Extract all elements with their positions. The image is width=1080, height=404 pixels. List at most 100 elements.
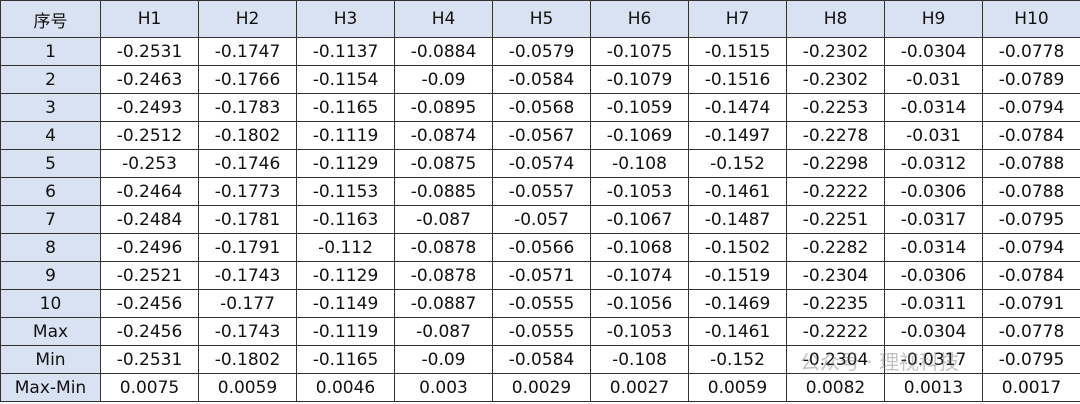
- table-cell: -0.1746: [198, 149, 297, 178]
- table-cell: -0.1137: [296, 37, 395, 66]
- table-cell: -0.1165: [296, 345, 395, 374]
- table-cell: -0.0788: [982, 177, 1080, 206]
- table-cell: -0.0795: [982, 345, 1080, 374]
- table-row: 1 -0.2531 -0.1747 -0.1137 -0.0884 -0.0579 -0.1…: [0, 37, 1080, 66]
- header-cell: H6: [590, 0, 689, 38]
- table-cell: 0.0082: [786, 373, 885, 402]
- table-cell: -0.0878: [394, 233, 493, 262]
- table-cell: -0.1153: [296, 177, 395, 206]
- header-row: 序号 H1 H2 H3 H4 H5 H6 H7 H8 H9 H10: [0, 0, 1080, 38]
- table-cell: -0.0584: [492, 345, 591, 374]
- header-cell: H3: [296, 0, 395, 38]
- table-cell: -0.2302: [786, 65, 885, 94]
- table-cell: -0.0557: [492, 177, 591, 206]
- table-cell: -0.031: [884, 65, 983, 94]
- table-cell: -0.2512: [100, 121, 199, 150]
- table-cell: 0.003: [394, 373, 493, 402]
- table-cell: -0.1743: [198, 317, 297, 346]
- table-cell: -0.1068: [590, 233, 689, 262]
- table-cell: -0.1515: [688, 37, 787, 66]
- table-cell: -0.1119: [296, 317, 395, 346]
- table-cell: -0.1502: [688, 233, 787, 262]
- table-cell: 0.0027: [590, 373, 689, 402]
- table-cell: -0.1149: [296, 289, 395, 318]
- table-cell: -0.1069: [590, 121, 689, 150]
- table-row: 8 -0.2496 -0.1791 -0.112 -0.0878 -0.0566 -0.10…: [0, 233, 1080, 262]
- table-cell: -0.1469: [688, 289, 787, 318]
- table-cell: -0.2235: [786, 289, 885, 318]
- table-cell: -0.2531: [100, 345, 199, 374]
- table-cell: 0.0059: [198, 373, 297, 402]
- table-cell: -0.2463: [100, 65, 199, 94]
- table-cell: 0.0029: [492, 373, 591, 402]
- table-cell: -0.2282: [786, 233, 885, 262]
- table-cell: -0.1461: [688, 177, 787, 206]
- table-cell: 0.0046: [296, 373, 395, 402]
- table-cell: -0.0784: [982, 261, 1080, 290]
- table-cell: -0.2253: [786, 93, 885, 122]
- header-cell: H8: [786, 0, 885, 38]
- table-cell: -0.0584: [492, 65, 591, 94]
- table-cell: -0.09: [394, 345, 493, 374]
- table-cell: -0.177: [198, 289, 297, 318]
- header-cell: H9: [884, 0, 983, 38]
- table-cell: -0.0885: [394, 177, 493, 206]
- table-cell: -0.0311: [884, 289, 983, 318]
- table-cell: -0.0304: [884, 37, 983, 66]
- table-cell: -0.1802: [198, 121, 297, 150]
- table-cell: -0.2493: [100, 93, 199, 122]
- table-cell: 0.0017: [982, 373, 1080, 402]
- table-row: Min -0.2531 -0.1802 -0.1165 -0.09 -0.0584 -0.1…: [0, 345, 1080, 374]
- table-cell: -0.253: [100, 149, 199, 178]
- table-cell: -0.0571: [492, 261, 591, 290]
- table-cell: -0.0791: [982, 289, 1080, 318]
- table-cell: -0.0579: [492, 37, 591, 66]
- table-cell: -0.1461: [688, 317, 787, 346]
- table-cell: -0.0788: [982, 149, 1080, 178]
- table-cell: -0.1059: [590, 93, 689, 122]
- table-cell: -0.1791: [198, 233, 297, 262]
- header-cell: H2: [198, 0, 297, 38]
- table-cell: -0.1474: [688, 93, 787, 122]
- table-cell: -0.1781: [198, 205, 297, 234]
- table-row: 7 -0.2484 -0.1781 -0.1163 -0.087 -0.057 -0.106…: [0, 205, 1080, 234]
- table-cell: -0.0317: [884, 345, 983, 374]
- table-cell: -0.0568: [492, 93, 591, 122]
- table-row: 4 -0.2512 -0.1802 -0.1119 -0.0874 -0.0567 -0.1…: [0, 121, 1080, 150]
- table-cell: -0.0895: [394, 93, 493, 122]
- table-cell: -0.1119: [296, 121, 395, 150]
- table-cell: -0.1074: [590, 261, 689, 290]
- table-cell: -0.2304: [786, 345, 885, 374]
- table-cell: -0.057: [492, 205, 591, 234]
- table-cell: -0.0875: [394, 149, 493, 178]
- table-cell: -0.2222: [786, 317, 885, 346]
- table-cell: 3: [0, 93, 101, 122]
- table-cell: -0.2298: [786, 149, 885, 178]
- table-cell: -0.2521: [100, 261, 199, 290]
- table-cell: -0.0878: [394, 261, 493, 290]
- table-cell: -0.0887: [394, 289, 493, 318]
- table-cell: -0.1075: [590, 37, 689, 66]
- table-cell: -0.1154: [296, 65, 395, 94]
- table-cell: -0.0314: [884, 93, 983, 122]
- table-row: 9 -0.2521 -0.1743 -0.1129 -0.0878 -0.0571 -0.1…: [0, 261, 1080, 290]
- table-cell: -0.1497: [688, 121, 787, 150]
- table-cell: -0.087: [394, 205, 493, 234]
- table-cell: 8: [0, 233, 101, 262]
- table-cell: -0.0567: [492, 121, 591, 150]
- table-cell: -0.1079: [590, 65, 689, 94]
- table-cell: -0.1056: [590, 289, 689, 318]
- table-cell: -0.1519: [688, 261, 787, 290]
- table-cell: -0.031: [884, 121, 983, 150]
- table-cell: -0.1053: [590, 177, 689, 206]
- table-cell: 2: [0, 65, 101, 94]
- table-cell: -0.2251: [786, 205, 885, 234]
- table-cell: -0.0312: [884, 149, 983, 178]
- table-cell: -0.1783: [198, 93, 297, 122]
- table-cell: 7: [0, 205, 101, 234]
- header-cell: H10: [982, 0, 1080, 38]
- table-row: 10 -0.2456 -0.177 -0.1149 -0.0887 -0.0555 -0.1…: [0, 289, 1080, 318]
- table-cell: -0.0778: [982, 37, 1080, 66]
- table-cell: -0.0795: [982, 205, 1080, 234]
- table-cell: -0.108: [590, 345, 689, 374]
